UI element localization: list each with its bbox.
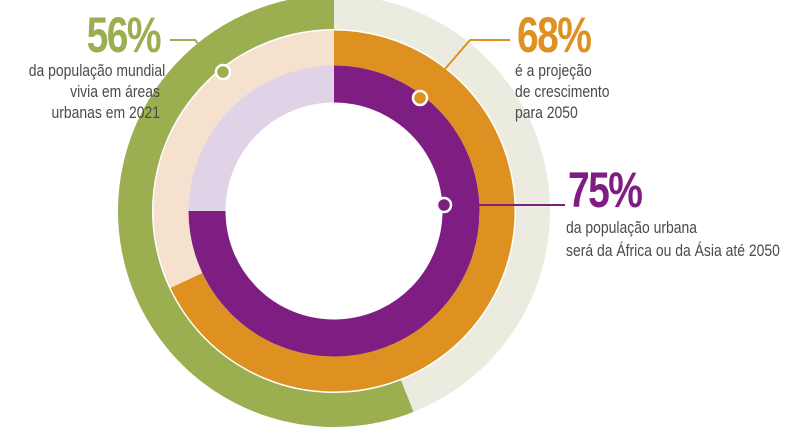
callout-description-line: da população mundial [28,61,166,80]
callout-growth-2050: 68% é a projeção de crescimento para 205… [505,10,665,123]
callout-description-line: é a projeção [515,61,592,80]
callout-description-line: será da África ou da Ásia até 2050 [566,241,780,260]
callout-description-line: vivia em áreas [70,82,160,101]
leader-urban-2021-line [170,39,224,73]
leader-urban-2021-dot [214,63,232,81]
ring-growth-2050-remainder [153,30,335,288]
callout-urban-2021: 56% da população mundial vivia em áreas … [0,7,166,123]
callout-description-line: de crescimento [515,82,610,101]
callout-description-line: para 2050 [515,103,578,122]
ring-africa-asia-2050-value-arc [188,65,480,357]
callout-description-line: da população urbana [566,218,697,237]
ring-growth-2050-value-arc [170,30,515,392]
leader-growth-2050-dot [411,89,429,107]
ring-africa-asia-2050-remainder [188,65,335,212]
callout-value: 56% [86,7,162,63]
callout-description-line: urbanas em 2021 [51,103,161,122]
leader-africa-asia-2050-dot [435,196,453,214]
callout-africa-asia-2050: 75% da população urbana será da África o… [566,162,789,261]
ring-urban-2021-value-arc [118,0,414,427]
callout-value: 75% [568,162,643,218]
callout-value: 68% [517,7,592,63]
ring-urban-2021-remainder [333,0,550,412]
leader-growth-2050-line [419,39,510,99]
